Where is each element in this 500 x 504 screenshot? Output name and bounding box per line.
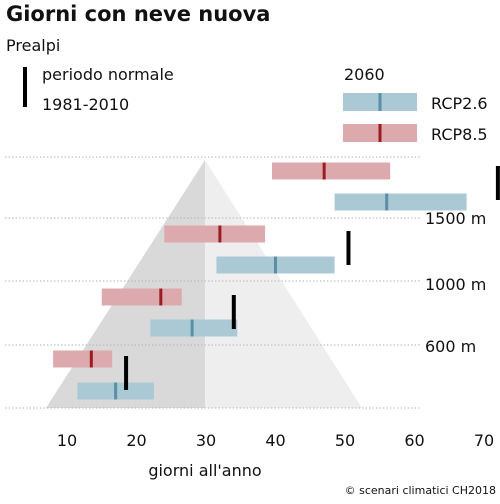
x-tick-label: 70: [474, 431, 494, 450]
chart-subtitle: Prealpi: [6, 36, 60, 55]
elevation-gridlines: [5, 156, 420, 409]
chart-title: Giorni con neve nuova: [6, 2, 270, 26]
legend-normal-label: periodo normale: [42, 65, 174, 84]
x-axis-ticks: 10 20 30 40 50 60 70: [57, 431, 494, 450]
x-tick-label: 30: [196, 431, 216, 450]
x-axis-label: giorni all'anno: [148, 461, 261, 480]
mountain-silhouette: [46, 160, 362, 408]
legend-rcp85-label: RCP8.5: [431, 125, 488, 144]
rcp26-range-bar: [150, 319, 238, 337]
rcp85-range-bar: [272, 162, 391, 180]
x-tick-label: 10: [57, 431, 77, 450]
x-tick-label: 50: [335, 431, 355, 450]
rcp26-range-bar: [334, 193, 467, 211]
elevation-label-1000: 1000 m: [425, 275, 486, 294]
x-tick-label: 20: [126, 431, 146, 450]
legend-normal-years: 1981-2010: [42, 95, 129, 114]
rcp85-range-bar: [53, 350, 113, 368]
rcp85-range-bar: [101, 288, 182, 306]
elevation-label-600: 600 m: [425, 337, 476, 356]
x-tick-label: 60: [404, 431, 424, 450]
legend-scenario-year: 2060: [344, 65, 385, 84]
rcp85-range-bar: [164, 225, 266, 243]
x-tick-label: 40: [265, 431, 285, 450]
credit-text: © scenari climatici CH2018: [345, 484, 496, 497]
elevation-label-1500: 1500 m: [425, 209, 486, 228]
legend-rcp26-label: RCP2.6: [431, 94, 488, 113]
range-bars: [53, 162, 500, 400]
